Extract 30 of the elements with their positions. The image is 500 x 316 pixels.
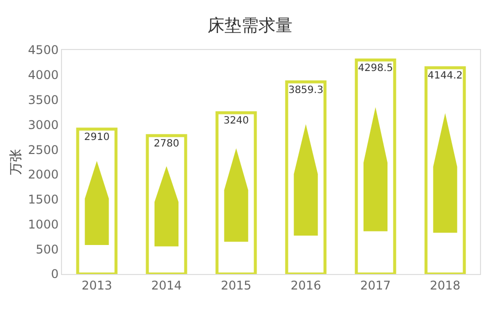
y-tick-label: 2500 xyxy=(28,142,59,157)
y-tick-label: 2000 xyxy=(28,168,59,182)
bar xyxy=(76,128,118,274)
y-tick-label: 3500 xyxy=(28,92,59,107)
x-tick-label: 2018 xyxy=(430,278,460,292)
x-tick-label: 2017 xyxy=(360,278,391,292)
y-tick-label: 3000 xyxy=(28,118,59,132)
bar xyxy=(424,66,466,274)
y-tick-label: 1500 xyxy=(28,192,59,207)
bar xyxy=(216,111,257,274)
y-tick-label: 500 xyxy=(36,242,59,256)
x-tick-label: 2016 xyxy=(290,278,322,292)
data-label: 4298.5 xyxy=(358,63,393,74)
x-tick-label: 2014 xyxy=(151,278,182,292)
y-tick-label: 4000 xyxy=(28,68,59,82)
chart-title: 床垫需求量 xyxy=(208,16,292,36)
x-tick-label: 2015 xyxy=(220,278,252,292)
y-tick-label: 4500 xyxy=(28,43,59,58)
bar xyxy=(285,80,326,274)
bar xyxy=(146,134,188,274)
data-label: 3240 xyxy=(223,116,249,127)
y-tick-label: 1000 xyxy=(28,217,59,232)
y-tick-label: 0 xyxy=(50,267,59,282)
y-axis-title: 万张 xyxy=(9,149,24,175)
data-label: 2780 xyxy=(154,138,180,150)
data-label: 2910 xyxy=(84,132,110,144)
data-label: 4144.2 xyxy=(428,70,463,82)
data-label: 3859.3 xyxy=(288,84,324,96)
x-tick-label: 2013 xyxy=(82,278,112,292)
bar xyxy=(354,58,396,274)
